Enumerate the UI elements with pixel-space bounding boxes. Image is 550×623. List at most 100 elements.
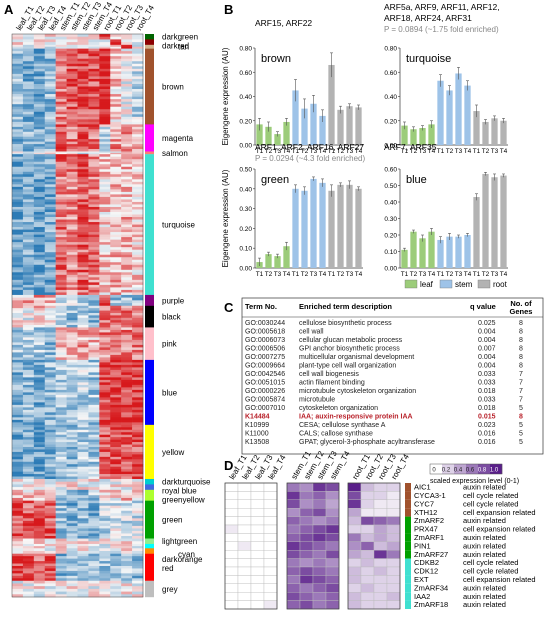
heatmap-cell (77, 372, 89, 376)
heatmap-cell (132, 570, 144, 574)
heatmap-cell (66, 568, 78, 572)
heatmap-cell (132, 264, 144, 268)
x-tick-label: T2 (482, 271, 490, 278)
heatmap-cell (22, 575, 35, 579)
heatmap-cell (12, 466, 24, 470)
heatmap-cell (132, 520, 144, 524)
heatmap-cell (22, 239, 35, 243)
heatmap-cell (77, 242, 89, 245)
barchart-brown: ARF15, ARF22brown0.000.200.400.600.80Eig… (221, 18, 363, 155)
heatmap-cell (110, 469, 122, 472)
x-tick-label: T4 (355, 271, 363, 278)
heatmap-cell (88, 548, 100, 552)
heatmap-cell (33, 101, 46, 105)
enrichment-pvalue: P = 0.0894 (~1.75 fold enriched) (384, 25, 499, 34)
heatmap-cell (44, 189, 56, 193)
heatmap-cell (33, 232, 46, 235)
heatmap-cell (132, 305, 144, 309)
heatmap-cell (132, 71, 144, 75)
heatmap-cell (44, 199, 56, 203)
heatmap-cell (22, 284, 35, 288)
heatmap-cell (132, 139, 144, 142)
gene-heat-cell (386, 541, 401, 551)
heatmap-cell (121, 315, 133, 319)
heatmap-cell (121, 244, 133, 248)
heatmap-cell (77, 184, 89, 188)
heatmap-cell (88, 214, 100, 218)
heatmap-cell (99, 588, 111, 592)
heatmap-cell (44, 252, 56, 256)
heatmap-cell (110, 583, 122, 587)
heatmap-cell (110, 439, 122, 443)
heatmap-cell (121, 352, 133, 356)
module-label: tan (178, 43, 189, 52)
heatmap-cell (12, 586, 24, 590)
module-heatmap-panel: leaf_T1leaf_T2leaf_T3leaf_T4stem_T1stem_… (11, 0, 211, 598)
heatmap-cell (22, 424, 35, 428)
heatmap-cell (99, 217, 111, 220)
heatmap-cell (110, 124, 122, 128)
heatmap-cell (33, 568, 46, 572)
heatmap-cell (55, 294, 67, 298)
heatmap-cell (55, 176, 67, 180)
heatmap-cell (88, 217, 100, 220)
heatmap-cell (44, 214, 56, 218)
heatmap-cell (110, 337, 122, 341)
heatmap-cell (88, 334, 100, 338)
heatmap-cell (33, 292, 46, 296)
heatmap-cell (55, 146, 67, 150)
heatmap-cell (33, 227, 46, 230)
heatmap-cell (77, 63, 89, 67)
heatmap-cell (55, 119, 67, 123)
heatmap-cell (12, 96, 24, 100)
heatmap-cell (77, 34, 89, 38)
heatmap-cell (22, 476, 35, 480)
heatmap-cell (33, 272, 46, 276)
heatmap-cell (132, 404, 144, 408)
x-tick-label: T1 (401, 271, 409, 278)
heatmap-cell (77, 166, 89, 170)
table-cell-term: GO:0007010 (245, 405, 285, 412)
heatmap-cell (55, 513, 67, 517)
heatmap-cell (44, 129, 56, 133)
heatmap-cell (77, 126, 89, 130)
heatmap-cell (121, 144, 133, 147)
gene-heat-cell (325, 541, 340, 551)
heatmap-cell (77, 214, 89, 218)
heatmap-cell (12, 81, 24, 85)
heatmap-cell (44, 563, 56, 567)
heatmap-cell (66, 570, 78, 574)
heatmap-cell (110, 503, 122, 506)
heatmap-cell (88, 417, 100, 421)
heatmap-cell (132, 580, 144, 584)
heatmap-cell (77, 279, 89, 283)
heatmap-cell (33, 259, 46, 263)
gene-heat-cell (312, 533, 327, 543)
heatmap-cell (33, 558, 46, 562)
heatmap-cell (77, 484, 89, 488)
heatmap-cell (77, 476, 89, 480)
heatmap-cell (121, 166, 133, 170)
heatmap-cell (66, 297, 78, 301)
heatmap-cell (121, 384, 133, 388)
heatmap-cell (33, 573, 46, 577)
heatmap-cell (22, 446, 35, 450)
heatmap-cell (33, 510, 46, 514)
heatmap-cell (121, 518, 133, 522)
heatmap-cell (12, 556, 24, 559)
heatmap-cell (44, 126, 56, 130)
gene-heat-cell (299, 592, 314, 601)
heatmap-cell (88, 357, 100, 361)
heatmap-cell (22, 194, 35, 198)
heatmap-cell (110, 505, 122, 509)
gene-heat-cell (373, 550, 388, 559)
heatmap-cell (33, 78, 46, 82)
heatmap-cell (99, 242, 111, 245)
heatmap-cell (88, 104, 100, 108)
gene-function: auxin related (463, 600, 506, 609)
heatmap-cell (33, 284, 46, 288)
module-label: brown (162, 83, 184, 92)
heatmap-cell (99, 206, 111, 210)
heatmap-cell (77, 558, 89, 562)
heatmap-cell (88, 272, 100, 276)
